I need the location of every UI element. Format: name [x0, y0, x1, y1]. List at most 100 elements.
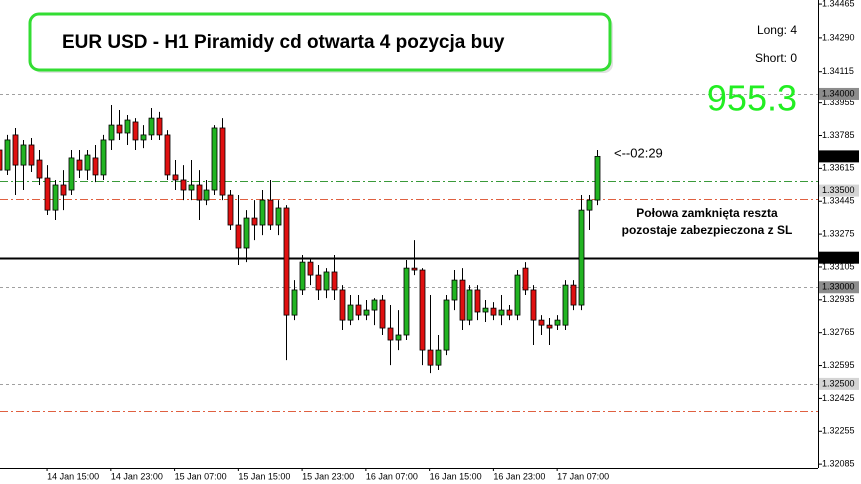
candle-body [403, 267, 410, 336]
candle-body [12, 134, 19, 166]
long-count: Long: 4 [757, 23, 797, 37]
candle-body [0, 149, 3, 171]
candle-body [235, 224, 242, 249]
candle-body [530, 289, 537, 321]
candle-body [28, 144, 35, 166]
candle-body [355, 304, 362, 316]
profit-value: 955.3 [707, 78, 797, 119]
price-label: 1.33677 [822, 151, 855, 161]
candle-body [283, 207, 290, 316]
candle-body [554, 319, 561, 326]
candle-body [299, 261, 306, 291]
candle-body [379, 299, 386, 329]
candle-body [586, 199, 593, 211]
candle-body [323, 271, 330, 291]
y-tick-label: 1.32425 [822, 393, 855, 403]
y-tick-label: 1.32595 [822, 360, 855, 370]
candle-body [594, 155, 601, 201]
candle-body [459, 279, 466, 321]
candle-body [363, 309, 370, 316]
price-label-bg [819, 184, 859, 197]
candle-body [211, 127, 218, 191]
x-tick-label: 16 Jan 15:00 [430, 471, 482, 481]
candle-body [371, 299, 378, 311]
price-label: 1.33153 [822, 252, 855, 262]
candle-body [267, 199, 274, 226]
price-label-bg [819, 87, 859, 100]
x-tick-label: 17 Jan 07:00 [557, 471, 609, 481]
y-tick-label: 1.32085 [822, 459, 855, 469]
candle-body [466, 289, 473, 321]
bar-timer: <--02:29 [614, 145, 663, 160]
y-tick-label: 1.32765 [822, 327, 855, 337]
candle-body [219, 127, 226, 196]
candle-body [451, 279, 458, 301]
candle-body [164, 134, 171, 176]
y-tick-label: 1.33615 [822, 163, 855, 173]
x-tick-label: 15 Jan 15:00 [238, 471, 290, 481]
y-tick-label: 1.34465 [822, 0, 855, 8]
candle-body [427, 349, 434, 366]
price-label: 1.33500 [822, 185, 855, 195]
price-label-bg [819, 150, 859, 163]
y-tick-label: 1.32935 [822, 294, 855, 304]
candle-body [419, 269, 426, 351]
title-box [28, 12, 612, 72]
candle-body [156, 117, 163, 136]
candle-body [108, 124, 115, 141]
candle-body [339, 289, 346, 321]
plot-area [0, 94, 818, 412]
candle-body [92, 157, 99, 176]
y-tick-label: 1.33955 [822, 97, 855, 107]
short-count: Short: 0 [755, 51, 797, 65]
candle-body [116, 124, 123, 134]
candle-body [482, 307, 489, 313]
candle-body [52, 184, 59, 211]
candle-body [570, 284, 577, 306]
candle-body [44, 177, 51, 211]
candle-body [36, 159, 43, 179]
price-label: 1.33000 [822, 282, 855, 292]
candle-body [100, 139, 107, 176]
candle-body [490, 307, 497, 316]
candle-body [275, 207, 282, 226]
candle-body [227, 194, 234, 226]
y-tick-label: 1.32255 [822, 426, 855, 436]
note-line: pozostaje zabezpieczona z SL [622, 223, 793, 237]
y-tick-label: 1.33105 [822, 261, 855, 271]
candle-body [84, 154, 91, 171]
candle-body [172, 174, 179, 181]
candle-body [148, 117, 155, 136]
candle-body [68, 157, 75, 191]
candle-body [203, 189, 210, 201]
candle-body [331, 271, 338, 291]
candle-body [60, 184, 67, 196]
x-tick-label: 16 Jan 07:00 [366, 471, 418, 481]
candle-body [4, 139, 11, 171]
candle-body [546, 324, 553, 329]
candle-body [307, 261, 314, 276]
x-tick-label: 15 Jan 23:00 [302, 471, 354, 481]
candle-body [251, 217, 258, 226]
y-tick-label: 1.33275 [822, 228, 855, 238]
candle-body [243, 217, 250, 249]
candle-body [315, 274, 322, 291]
x-tick-label: 14 Jan 15:00 [47, 471, 99, 481]
candle-body [291, 289, 298, 316]
price-label-bg [819, 377, 859, 390]
candle-body [578, 209, 585, 306]
candle-body [76, 159, 83, 171]
candle-body [474, 289, 481, 313]
y-tick-label: 1.33445 [822, 196, 855, 206]
candle-body [435, 349, 442, 366]
y-tick-label: 1.34290 [822, 32, 855, 42]
x-tick-label: 15 Jan 07:00 [175, 471, 227, 481]
candle-body [387, 327, 394, 341]
candle-body [259, 199, 266, 226]
candle-body [140, 134, 147, 141]
price-label-bg [819, 281, 859, 294]
candle-body [498, 309, 505, 316]
